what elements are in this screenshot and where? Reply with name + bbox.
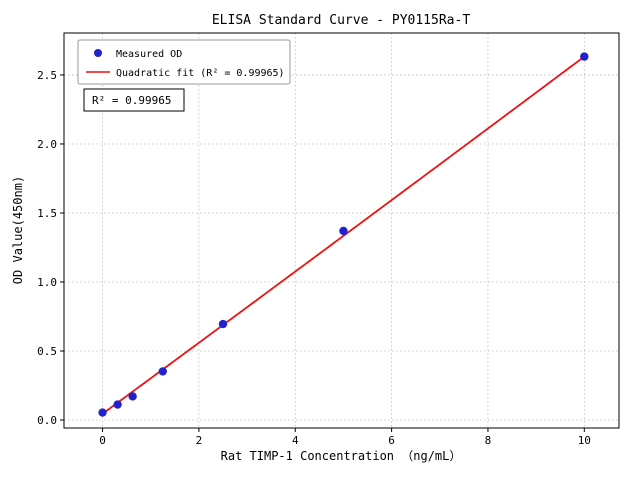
legend-label-measured-od: Measured OD [116,49,182,60]
legend-label-quadratic-fit: Quadratic fit (R² = 0.99965) [116,68,285,79]
y-tick-label: 0.0 [37,414,57,427]
data-point [339,226,348,236]
r-squared-annotation: R² = 0.99965 [83,88,185,112]
x-tick-label: 8 [485,434,492,447]
data-point [158,367,167,376]
x-tick-label: 6 [388,434,395,447]
quadratic-fit-line [102,55,585,415]
axis-ticks: 0 2 4 6 8 10 0.0 0.5 1.0 1.5 2.0 2.5 [37,69,591,447]
data-point [98,408,107,417]
gridlines [64,33,619,428]
x-tick-label: 10 [578,434,591,447]
axes-frame [63,32,620,429]
fit-line-path [102,55,585,415]
chart-title: ELISA Standard Curve - PY0115Ra-T [212,13,470,28]
y-tick-label: 2.5 [37,69,57,82]
data-point [113,400,122,409]
annotation-box [83,88,185,112]
x-tick-label: 2 [196,434,203,447]
y-tick-label: 0.5 [37,345,57,358]
measured-od-points [98,52,589,417]
y-tick-label: 1.5 [37,207,57,220]
x-axis-label: Rat TIMP-1 Concentration （ng/mL） [221,449,462,463]
y-axis-label: OD Value(450nm) [11,176,25,284]
legend-point-marker [94,49,102,57]
data-point [128,392,137,401]
y-tick-label: 2.0 [37,138,57,151]
x-tick-label: 0 [99,434,106,447]
x-tick-label: 4 [292,434,299,447]
data-point [218,319,228,329]
legend: Measured OD Quadratic fit (R² = 0.99965) [77,39,291,85]
annotation-text: R² = 0.99965 [92,94,171,107]
data-point [580,52,589,61]
legend-box [77,39,291,85]
y-tick-label: 1.0 [37,276,57,289]
